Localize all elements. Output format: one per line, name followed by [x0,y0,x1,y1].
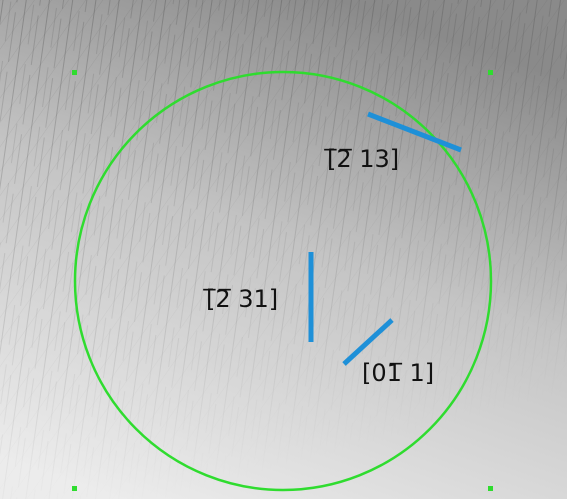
label: [̅2̅ 13] [323,145,399,173]
label: [̅2̅ 31] [202,285,278,313]
label: [01̅ 1] [362,359,434,387]
texture [0,0,567,499]
micrograph: [̅2̅ 13] [̅2̅ 31] [01̅ 1] [0,0,567,499]
